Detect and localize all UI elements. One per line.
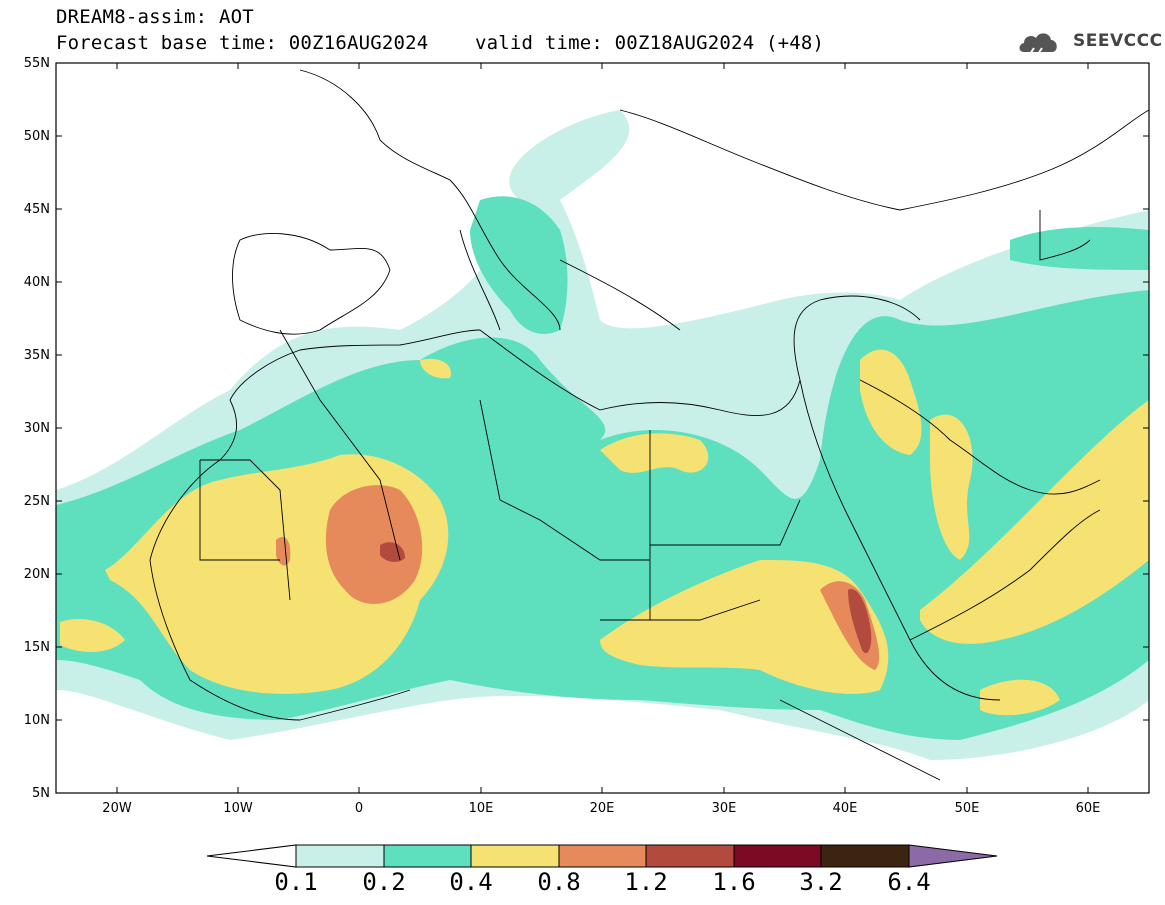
aot-contour-0.4-sudan xyxy=(600,560,889,694)
colorbar-bin xyxy=(383,844,472,868)
lat-tick-label: 50N xyxy=(24,129,50,144)
colorbar-bin xyxy=(820,844,910,868)
colorbar xyxy=(206,844,998,868)
cloud-icon xyxy=(1019,33,1057,52)
aot-contour-0.8-mali xyxy=(325,485,423,604)
colorbar-bin xyxy=(295,844,385,868)
lat-tick-label: 15N xyxy=(24,640,50,655)
aot-contour-1.2-eritrea xyxy=(848,589,872,654)
colorbar-high-arrow xyxy=(908,844,998,868)
lon-tick-label: 40E xyxy=(833,801,858,816)
coastlines xyxy=(149,69,1149,781)
aot-contour-0.4-algeria xyxy=(420,358,451,379)
lat-axis: 55N 50N 45N 40N 35N 30N 25N 20N 15N 10N … xyxy=(24,56,50,801)
lat-tick-label: 45N xyxy=(24,202,50,217)
lat-tick-label: 30N xyxy=(24,421,50,436)
map-title: DREAM8-assim: AOT xyxy=(56,6,254,28)
lon-tick-label: 60E xyxy=(1076,801,1101,816)
aot-contour-0.8-mauritania xyxy=(276,536,291,566)
lon-tick-label: 50E xyxy=(955,801,980,816)
logo-text: SEEVCCC xyxy=(1073,31,1163,51)
aot-contour-0.4-libya xyxy=(600,433,709,473)
colorbar-label: 0.2 xyxy=(362,868,406,896)
aot-contour-0.4-somalia xyxy=(980,679,1060,716)
aot-contour-0.4-westcoast xyxy=(60,619,125,652)
colorbar-label: 6.4 xyxy=(887,868,931,896)
lat-tick-label: 20N xyxy=(24,567,50,582)
lon-axis: 20W 10W 0 10E 20E 30E 40E 50E 60E xyxy=(102,801,1100,816)
lon-tick-label: 20E xyxy=(590,801,615,816)
aot-contour-1.2-mali xyxy=(380,542,405,562)
lat-tick-marks xyxy=(56,135,1149,721)
lat-tick-label: 40N xyxy=(24,275,50,290)
lat-tick-label: 35N xyxy=(24,348,50,363)
aot-field xyxy=(56,110,1149,760)
lat-tick-label: 25N xyxy=(24,494,50,509)
lon-tick-label: 10W xyxy=(223,801,253,816)
aot-contour-0.4-arabia xyxy=(930,414,973,560)
aot-contour-0.4-oman xyxy=(920,400,1149,644)
colorbar-bin xyxy=(470,844,560,868)
colorbar-label: 1.6 xyxy=(712,868,756,896)
colorbar-label: 1.2 xyxy=(624,868,668,896)
colorbar-label: 0.4 xyxy=(449,868,493,896)
lat-tick-label: 5N xyxy=(32,786,50,801)
colorbar-low-arrow xyxy=(206,844,297,868)
colorbar-bin xyxy=(645,844,735,868)
colorbar-label: 0.8 xyxy=(537,868,581,896)
lat-tick-label: 10N xyxy=(24,713,50,728)
lat-tick-label: 55N xyxy=(24,56,50,71)
colorbar-label: 3.2 xyxy=(799,868,843,896)
aot-contour-0.4-iraq xyxy=(860,349,922,455)
lon-tick-label: 20W xyxy=(102,801,132,816)
lon-tick-marks xyxy=(116,63,1089,793)
forecast-time-subtitle: Forecast base time: 00Z16AUG2024 valid t… xyxy=(56,32,825,54)
colorbar-bin xyxy=(733,844,822,868)
aot-contour-0.2-caspian xyxy=(1010,227,1149,270)
colorbar-bin xyxy=(558,844,647,868)
lon-tick-label: 30E xyxy=(712,801,737,816)
colorbar-label: 0.1 xyxy=(274,868,318,896)
lon-tick-label: 10E xyxy=(469,801,494,816)
lon-tick-label: 0 xyxy=(355,801,363,816)
aot-contour-0.2-italy xyxy=(470,196,568,334)
seevccc-logo xyxy=(1019,33,1057,55)
